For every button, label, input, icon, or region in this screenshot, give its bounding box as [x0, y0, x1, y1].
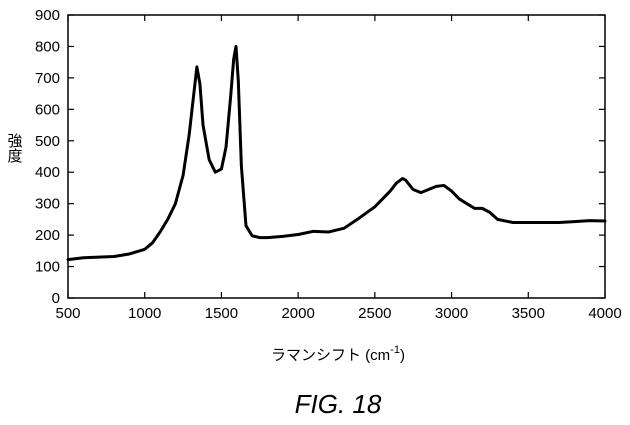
x-tick-label: 2000 [281, 305, 314, 322]
x-tick-label: 3000 [435, 305, 468, 322]
axes [68, 15, 605, 298]
plot-frame [68, 15, 605, 298]
y-tick-label: 800 [35, 38, 60, 55]
y-tick-label: 0 [52, 290, 60, 307]
x-tick-label: 2500 [358, 305, 391, 322]
y-tick-label: 700 [35, 70, 60, 87]
y-tick-label: 600 [35, 101, 60, 118]
x-tick-label: 500 [55, 305, 80, 322]
spectrum-line-0 [68, 46, 605, 259]
x-axis-label-main: ラマンシフト (cm [271, 347, 390, 364]
x-axis-label-suffix: ) [400, 347, 405, 364]
y-tick-label: 500 [35, 133, 60, 150]
y-tick-label: 100 [35, 259, 60, 276]
y-tick-label: 400 [35, 164, 60, 181]
x-tick-label: 1000 [128, 305, 161, 322]
figure-caption: FIG. 18 [295, 389, 382, 419]
y-axis-label: 強度 [6, 133, 23, 163]
y-tick-label: 200 [35, 227, 60, 244]
x-tick-label: 4000 [588, 305, 621, 322]
y-tick-label: 900 [35, 7, 60, 24]
y-tick-label: 300 [35, 196, 60, 213]
ticks: 500 1000 1500 2000 2500 3000 3500 4000 0 100 200 30… [35, 7, 622, 322]
x-axis-label: ラマンシフト (cm-1) [271, 344, 405, 364]
series [68, 46, 605, 259]
x-axis-label-superscript: -1 [390, 344, 400, 356]
x-tick-label: 3500 [512, 305, 545, 322]
x-tick-label: 1500 [205, 305, 238, 322]
